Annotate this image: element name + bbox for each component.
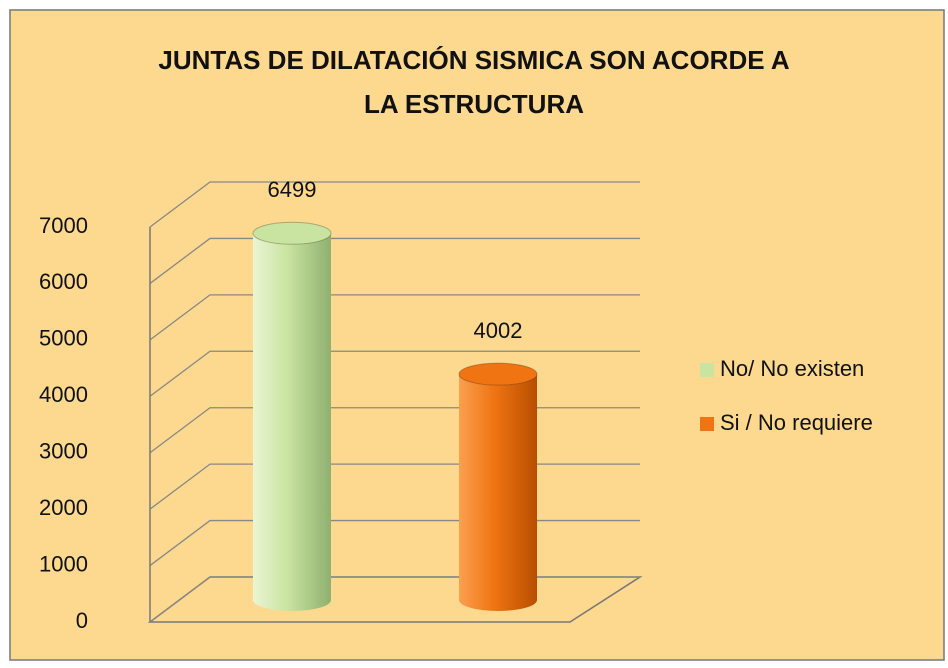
y-tick-label: 7000 <box>39 213 88 238</box>
legend-label: No/ No existen <box>720 356 864 381</box>
legend-swatch <box>700 363 714 377</box>
y-tick-label: 3000 <box>39 439 88 464</box>
bar-top <box>458 362 538 386</box>
grid-line <box>149 294 640 341</box>
data-label: 6499 <box>268 177 317 202</box>
y-tick-label: 5000 <box>39 326 88 351</box>
data-label: 4002 <box>474 318 523 343</box>
grid-line <box>149 350 640 397</box>
y-tick-label: 6000 <box>39 269 88 294</box>
y-tick-label: 0 <box>76 608 88 633</box>
chart-title: JUNTAS DE DILATACIÓN SISMICA SON ACORDE … <box>158 45 790 119</box>
bar <box>253 233 331 611</box>
legend-swatch <box>700 417 714 431</box>
y-tick-label: 1000 <box>39 551 88 576</box>
bar <box>459 374 537 611</box>
grid-line <box>149 237 640 284</box>
y-tick-label: 2000 <box>39 495 88 520</box>
y-tick-label: 4000 <box>39 382 88 407</box>
floor <box>147 576 643 623</box>
bar-top <box>252 221 332 245</box>
grid-line <box>149 181 640 228</box>
legend-label: Si / No requiere <box>720 410 873 435</box>
